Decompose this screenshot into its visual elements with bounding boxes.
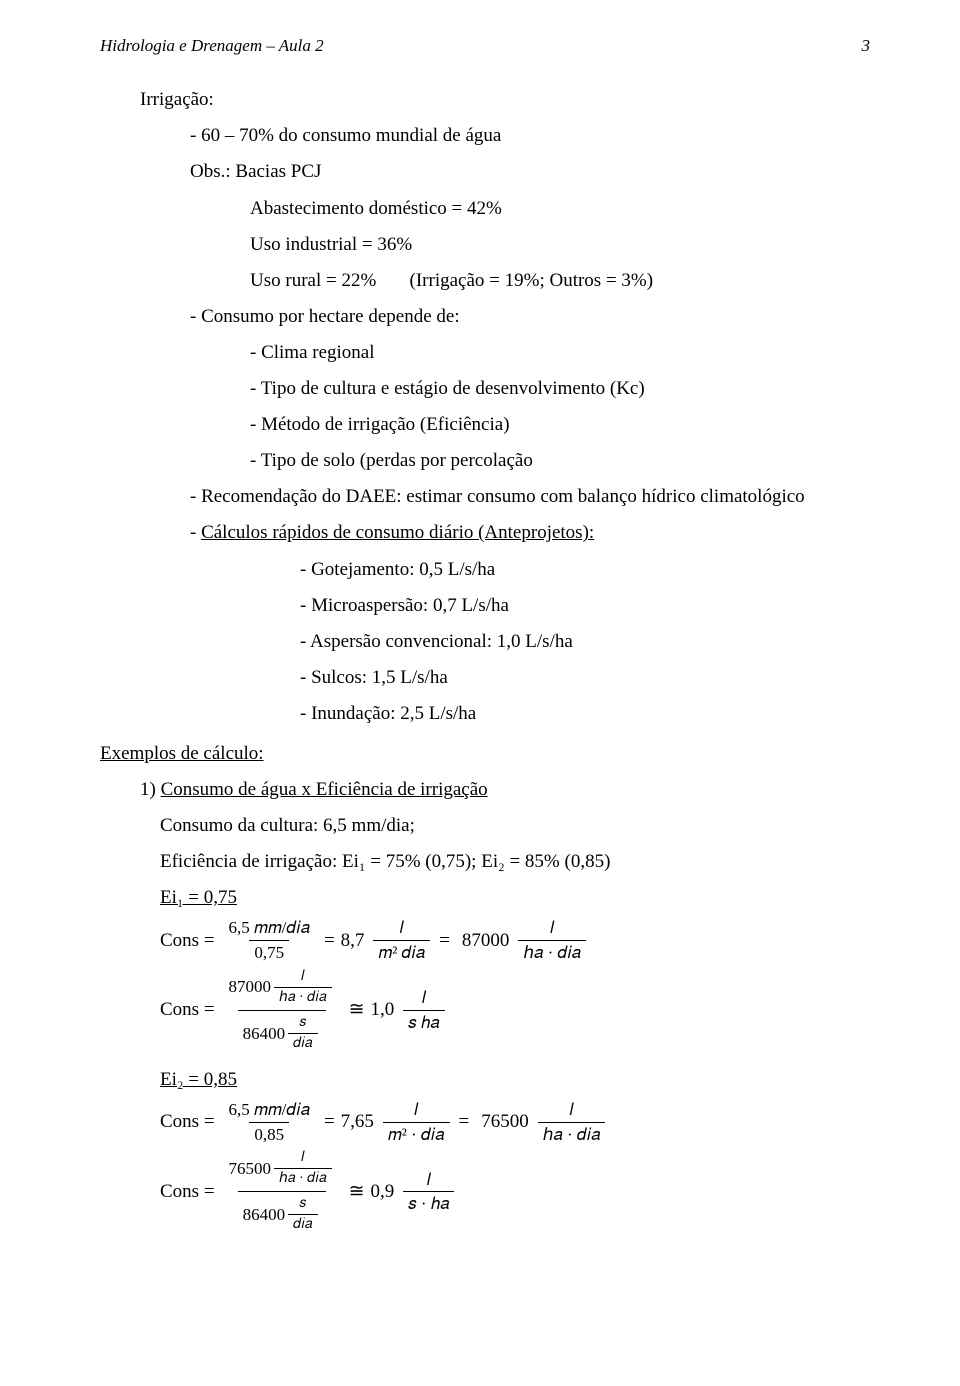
frac-l-m2dia: 𝑙 𝑚² 𝑑𝑖𝑎 (373, 916, 430, 964)
frac-l-sdotha: 𝑙 𝑠 · ℎ𝑎 (403, 1168, 454, 1216)
eq-label: Cons = (160, 987, 215, 1033)
line-clima: - Clima regional (250, 335, 870, 371)
val-10: 1,0 (371, 987, 395, 1033)
line-tipo-cultura: - Tipo de cultura e estágio de desenvolv… (250, 371, 870, 407)
dash-prefix: - (190, 522, 201, 543)
frac-87000-86400: 87000 𝑙 ℎ𝑎 · 𝑑𝑖𝑎 86400 𝑠 𝑑𝑖𝑎 (224, 965, 340, 1056)
frac-65-085: 6,5 𝑚𝑚/𝑑𝑖𝑎 0,85 (224, 1098, 315, 1146)
line-sulcos: - Sulcos: 1,5 L/s/ha (300, 660, 870, 696)
eq-sign: = (459, 1099, 470, 1145)
exemplo-1-num: 1) (140, 779, 161, 800)
header-page-number: 3 (862, 30, 871, 62)
equation-ei1-b: Cons = 87000 𝑙 ℎ𝑎 · 𝑑𝑖𝑎 86400 𝑠 𝑑𝑖𝑎 ≅ 1,… (160, 965, 870, 1056)
line-microaspersao: - Microaspersão: 0,7 L/s/ha (300, 588, 870, 624)
val-87000: 87000 (462, 918, 510, 964)
eq-sign: = (324, 918, 335, 964)
frac-65-075: 6,5 𝑚𝑚/𝑑𝑖𝑎 0,75 (224, 916, 315, 964)
val-765: 7,65 (341, 1099, 374, 1145)
exemplos-title: Exemplos de cálculo: (100, 736, 870, 772)
line-calculos-rapidos: - Cálculos rápidos de consumo diário (An… (190, 515, 870, 551)
frac-76500-86400: 76500 𝑙 ℎ𝑎 · 𝑑𝑖𝑎 86400 𝑠 𝑑𝑖𝑎 (224, 1146, 340, 1237)
line-gotejamento: - Gotejamento: 0,5 L/s/ha (300, 552, 870, 588)
header-left: Hidrologia e Drenagem – Aula 2 (100, 30, 324, 62)
calculos-rapidos-underline: Cálculos rápidos de consumo diário (Ante… (201, 522, 594, 543)
val-09: 0,9 (371, 1169, 395, 1215)
line-consumo-cultura: Consumo da cultura: 6,5 mm/dia; (160, 808, 870, 844)
eq-label: Cons = (160, 1169, 215, 1215)
section-irrigacao-title: Irrigação: (140, 82, 870, 118)
line-aspersao: - Aspersão convencional: 1,0 L/s/ha (300, 624, 870, 660)
line-ei2: Ei₂ = 0,85 (160, 1062, 870, 1098)
line-metodo-irrigacao: - Método de irrigação (Eficiência) (250, 407, 870, 443)
line-recomendacao-daee: - Recomendação do DAEE: estimar consumo … (190, 479, 870, 515)
val-76500: 76500 (481, 1099, 529, 1145)
line-ei1: Ei₁ = 0,75 (160, 880, 870, 916)
eq-sign: = (324, 1099, 335, 1145)
line-eficiencia-irrigacao: Eficiência de irrigação: Ei₁ = 75% (0,75… (160, 844, 870, 880)
page: Hidrologia e Drenagem – Aula 2 3 Irrigaç… (0, 0, 960, 1386)
eq-label: Cons = (160, 918, 215, 964)
equation-ei1-a: Cons = 6,5 𝑚𝑚/𝑑𝑖𝑎 0,75 = 8,7 𝑙 𝑚² 𝑑𝑖𝑎 = … (160, 916, 870, 964)
exemplo-1-title: 1) Consumo de água x Eficiência de irrig… (140, 772, 870, 808)
equation-ei2-b: Cons = 76500 𝑙 ℎ𝑎 · 𝑑𝑖𝑎 86400 𝑠 𝑑𝑖𝑎 ≅ 0,… (160, 1146, 870, 1237)
line-tipo-solo: - Tipo de solo (perdas por percolação (250, 443, 870, 479)
line-uso-rural: Uso rural = 22% (Irrigação = 19%; Outros… (250, 263, 870, 299)
line-consumo-mundial: - 60 – 70% do consumo mundial de água (190, 118, 870, 154)
equation-ei2-a: Cons = 6,5 𝑚𝑚/𝑑𝑖𝑎 0,85 = 7,65 𝑙 𝑚² · 𝑑𝑖𝑎… (160, 1098, 870, 1146)
line-obs-bacias: Obs.: Bacias PCJ (190, 154, 870, 190)
eq-label: Cons = (160, 1099, 215, 1145)
eq-sign: = (439, 918, 450, 964)
approx-sign: ≅ (349, 1169, 365, 1215)
line-abastecimento: Abastecimento doméstico = 42% (250, 191, 870, 227)
approx-sign: ≅ (349, 987, 365, 1033)
val-87: 8,7 (341, 918, 365, 964)
frac-l-hadia-2: 𝑙 ℎ𝑎 · 𝑑𝑖𝑎 (538, 1098, 606, 1146)
line-uso-industrial: Uso industrial = 36% (250, 227, 870, 263)
exemplo-1-underline: Consumo de água x Eficiência de irrigaçã… (161, 779, 488, 800)
line-consumo-depende: - Consumo por hectare depende de: (190, 299, 870, 335)
line-inundacao: - Inundação: 2,5 L/s/ha (300, 696, 870, 732)
frac-l-hadia: 𝑙 ℎ𝑎 · 𝑑𝑖𝑎 (518, 916, 586, 964)
frac-l-m2dotdia: 𝑙 𝑚² · 𝑑𝑖𝑎 (383, 1098, 450, 1146)
frac-l-sha: 𝑙 𝑠 ℎ𝑎 (403, 986, 444, 1034)
page-header: Hidrologia e Drenagem – Aula 2 3 (100, 30, 870, 62)
